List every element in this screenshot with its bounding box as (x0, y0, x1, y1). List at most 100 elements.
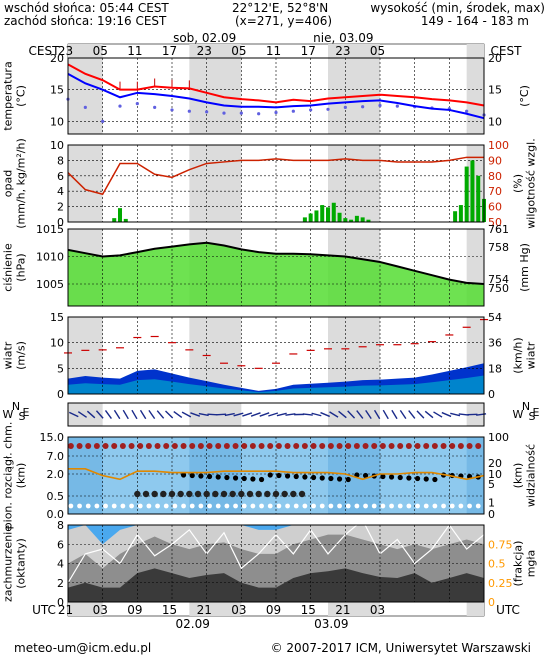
cloud-base-white-dot (207, 503, 212, 509)
cloud-high-dot (154, 443, 161, 449)
top-night-band (328, 44, 380, 58)
top-hour-tick-label: 05 (231, 44, 246, 58)
arrows-night-band (68, 403, 103, 426)
cloud-base-white-dot (129, 503, 134, 509)
precip-ytick-left: 6 (57, 170, 64, 183)
cloud-base-white-dot (77, 503, 82, 509)
wind-direction-arrow (302, 413, 313, 416)
temp-ytick-left: 10 (50, 115, 64, 128)
cloud-base-white-dot (94, 503, 100, 509)
wind-direction-arrow (433, 411, 443, 418)
wind-direction-arrow (399, 409, 407, 420)
cloud-base-white-dot (311, 503, 316, 509)
pressure-ytick-right: 758 (488, 241, 509, 254)
wind-ylabel-right: wiatr (525, 341, 538, 369)
footer-email[interactable]: meteo-um@icm.edu.pl (14, 641, 152, 655)
cloud-low-dot (238, 490, 245, 498)
cloud-base-white-dot (415, 503, 420, 509)
wind-direction-arrow (207, 413, 218, 416)
top-hour-tick-label: 11 (266, 44, 281, 58)
fog-ylabel-right: (frakcja) (512, 541, 525, 587)
temp-max-line (67, 63, 485, 107)
cloud-night-band (189, 437, 242, 514)
wind-direction-arrow (86, 410, 96, 419)
cloud-mid-dot (224, 474, 230, 481)
cloud-ytick-left: 2.0 (47, 468, 65, 481)
cloud-high-dot (67, 443, 74, 449)
temp-ytick-left: 20 (50, 52, 64, 65)
dewpoint-point (187, 109, 191, 113)
cloud-low-dot (255, 490, 262, 498)
wind-direction-arrow (148, 409, 156, 420)
cloud-base-white-dot (215, 503, 221, 509)
compass-right-W: W (513, 408, 524, 421)
cloud-low-dot (264, 490, 271, 498)
precip-ytick-left: 2 (57, 201, 64, 214)
cloud-high-dot (284, 443, 291, 449)
top-date-label: nie, 03.09 (313, 31, 373, 45)
cloud-high-dot (197, 443, 204, 449)
top-night-band (466, 44, 484, 58)
cloud-high-dot (267, 443, 274, 449)
wind-ytick-left: 10 (50, 337, 64, 350)
dewpoint-point (170, 108, 174, 112)
dewpoint-point (222, 111, 226, 115)
cloud-base-white-dot (241, 503, 247, 509)
compass-left-N: N (12, 400, 20, 413)
wind-direction-arrow (408, 410, 416, 419)
cloud-high-dot (85, 443, 92, 449)
wind-direction-arrow (77, 411, 87, 418)
top-hour-tick-label: 23 (335, 44, 350, 58)
cloud-mid-dot (423, 476, 429, 482)
cloud-mid-dot (198, 473, 204, 479)
wind-direction-arrow (356, 410, 364, 419)
wind-border (67, 316, 485, 395)
cloud-base-white-dot (189, 503, 195, 509)
cloud-ytick-left: 0.5 (47, 490, 65, 503)
precip-bar (118, 208, 122, 222)
precip-bar (464, 166, 469, 222)
precip-bar (112, 218, 117, 222)
wind-direction-arrow (190, 412, 201, 417)
cloud-high-dot (457, 443, 464, 449)
compass-right-S: S (529, 410, 536, 423)
bottom-hour-tick-label: 15 (162, 603, 177, 617)
wind-ylabel-right: (km/h) (512, 337, 525, 373)
cloud-base-white-dot (120, 503, 126, 509)
precip-bar (453, 211, 458, 222)
cloud-base-white-dot (224, 503, 230, 509)
cloud-base-white-dot (285, 503, 290, 509)
temp-ylabel-left: temperatura (2, 61, 15, 130)
cloud-low-dot (151, 490, 158, 498)
humidity-ytick-right: 80 (488, 170, 502, 183)
cloud-high-dot (327, 443, 334, 449)
cloudiness-ytick-left: 0 (57, 596, 64, 609)
visibility-ytick-right: 5 (488, 478, 495, 491)
cloud-mid-dot (276, 472, 282, 479)
cloud-base-white-dot (345, 503, 351, 509)
dewpoint-point (83, 105, 87, 109)
cloud-base-white-dot (458, 503, 464, 509)
humidity-ytick-right: 50 (488, 216, 502, 229)
precip-bar (360, 217, 365, 222)
cloud-high-dot (215, 443, 222, 449)
grid-point-text: (x=271, y=406) (235, 14, 333, 28)
cloud-mid-dot (406, 475, 412, 481)
cloud-base-white-dot (371, 503, 377, 509)
wind-direction-arrow (329, 411, 339, 418)
cloud-night-band (466, 437, 484, 514)
precip-bar (349, 219, 354, 222)
wind-ytick-left: 15 (50, 311, 64, 324)
cloud-mid-dot (319, 475, 325, 481)
precip-bar (343, 218, 348, 222)
cloud-border (67, 436, 485, 515)
cloud-mid-dot (232, 475, 239, 481)
cloud-base-white-dot (198, 503, 204, 509)
wind-direction-arrow (259, 412, 270, 417)
dewpoint-point (343, 105, 347, 109)
top-night-band (68, 44, 103, 58)
wind-direction-arrow (450, 412, 461, 417)
precipitation-border (67, 144, 485, 223)
wind-direction-arrow (173, 410, 183, 419)
cloud-mid-dot (267, 472, 273, 478)
